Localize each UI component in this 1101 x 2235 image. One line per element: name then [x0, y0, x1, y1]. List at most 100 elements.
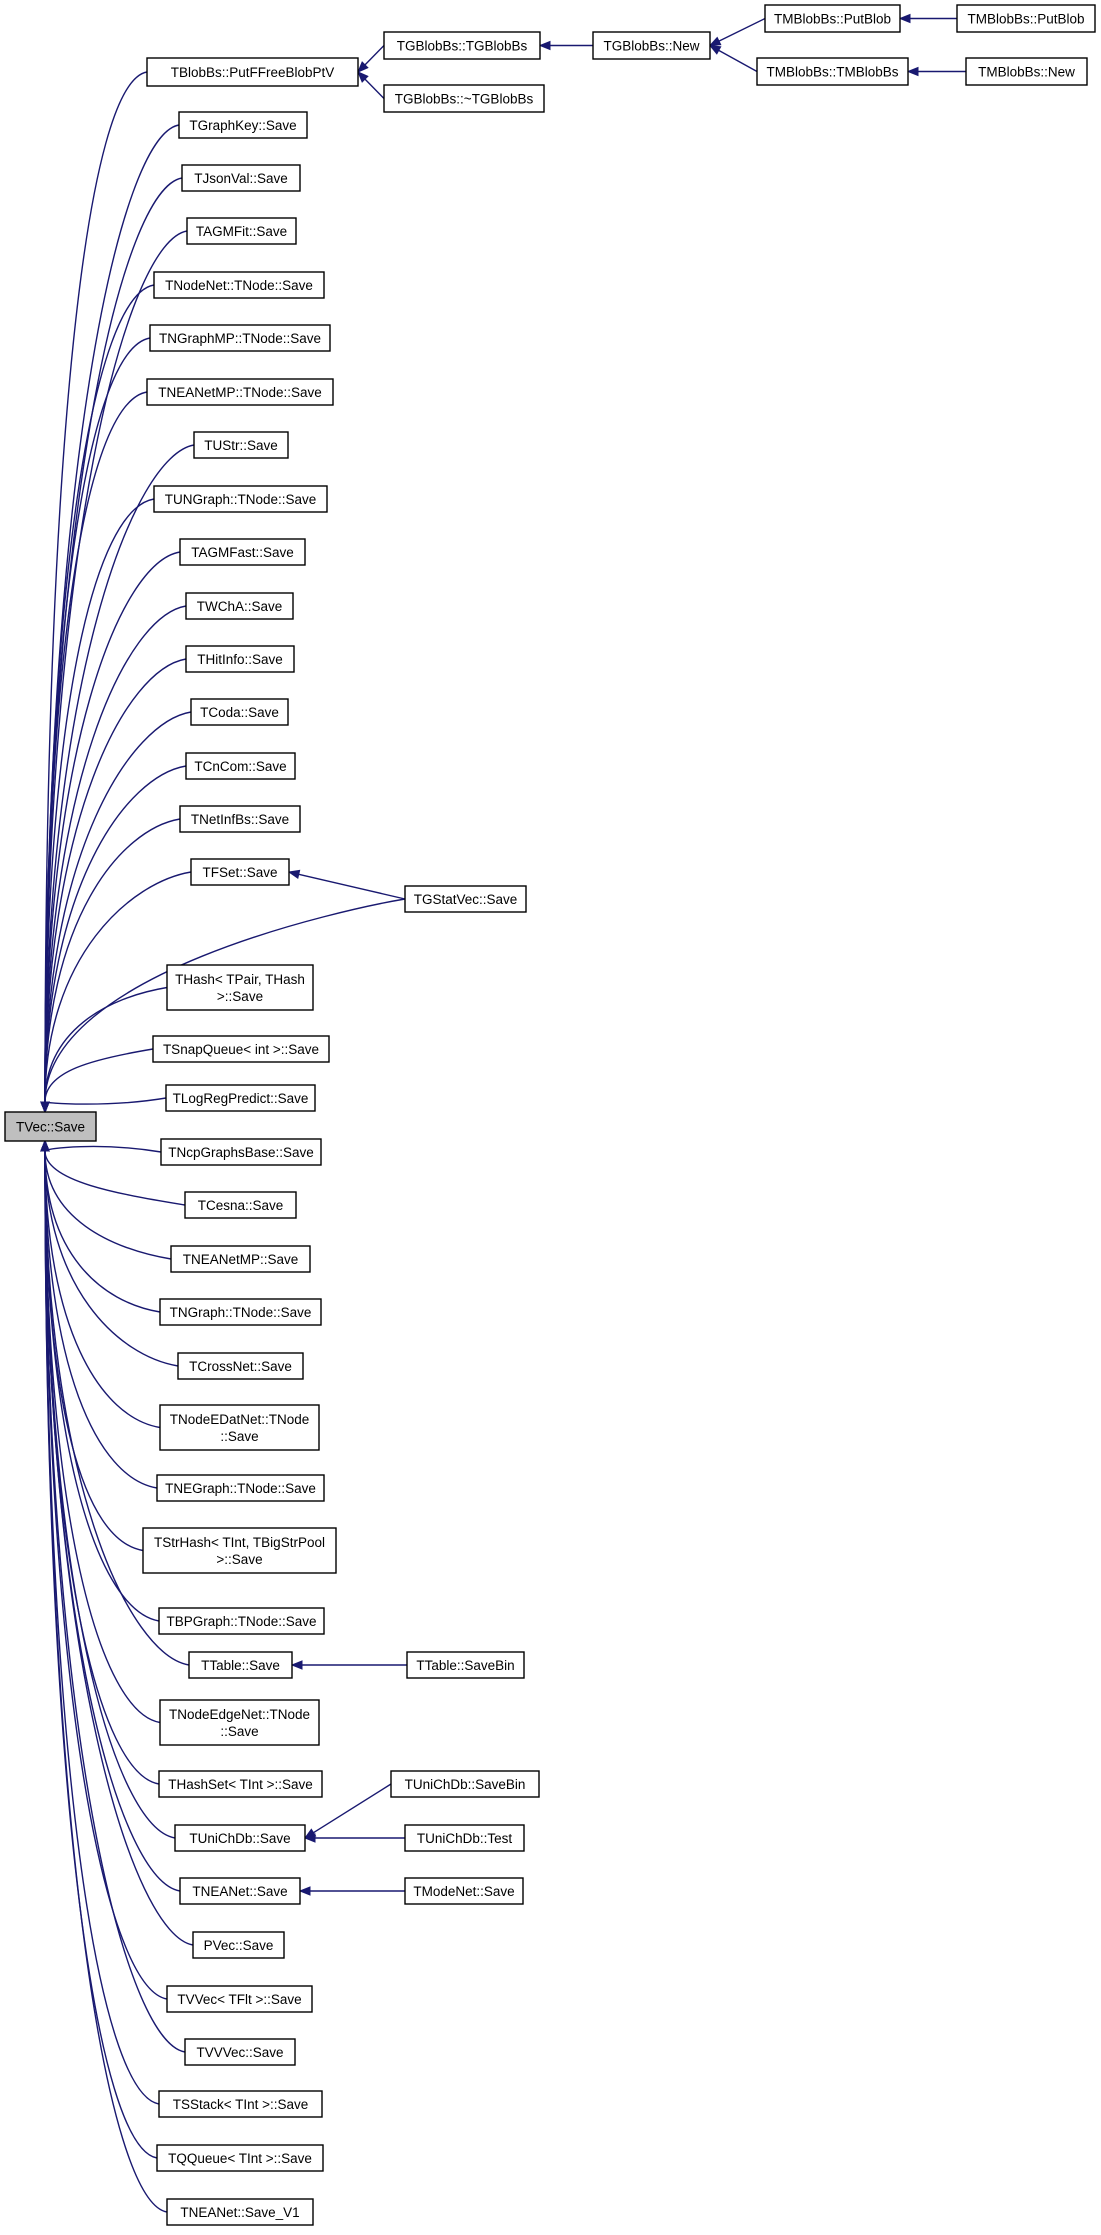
node-box[interactable] [152, 1035, 330, 1063]
node-box[interactable] [153, 271, 325, 299]
node-box[interactable] [158, 1607, 325, 1635]
node-tmblobbs-putblob[interactable]: TMBlobBs::PutBlob [764, 4, 901, 33]
node-box[interactable] [156, 2144, 324, 2172]
node-tmblobbs-new[interactable]: TMBlobBs::New [965, 57, 1088, 86]
node-box[interactable] [390, 1770, 540, 1798]
node-twcha-save[interactable]: TWChA::Save [185, 592, 294, 620]
node-thash-tpair-thash-save[interactable]: THash< TPair, THash>::Save [166, 964, 314, 1011]
node-box[interactable] [179, 805, 301, 833]
node-box[interactable] [184, 1191, 297, 1219]
node-tnodeedatnet-tnode-save[interactable]: TNodeEDatNet::TNode::Save [159, 1404, 320, 1451]
node-tagmfit-save[interactable]: TAGMFit::Save [186, 217, 297, 245]
node-thashset-tint-save[interactable]: THashSet< TInt >::Save [158, 1770, 323, 1798]
node-box[interactable] [174, 1824, 306, 1852]
node-box[interactable] [166, 964, 314, 1011]
node-box[interactable] [764, 4, 901, 33]
node-tngraph-tnode-save[interactable]: TNGraph::TNode::Save [159, 1298, 322, 1326]
node-tmodenet-save[interactable]: TModeNet::Save [404, 1877, 524, 1905]
node-box[interactable] [965, 57, 1088, 86]
node-tngraphmp-tnode-save[interactable]: TNGraphMP::TNode::Save [149, 324, 331, 352]
node-box[interactable] [158, 2090, 323, 2118]
node-box[interactable] [404, 885, 527, 913]
node-tgraphkey-save[interactable]: TGraphKey::Save [178, 111, 308, 139]
node-tsnapqueue-int-save[interactable]: TSnapQueue< int >::Save [152, 1035, 330, 1063]
node-tjsonval-save[interactable]: TJsonVal::Save [181, 164, 301, 192]
node-tungraph-tnode-save[interactable]: TUNGraph::TNode::Save [153, 485, 328, 513]
node-box[interactable] [190, 698, 289, 726]
node-tfset-save[interactable]: TFSet::Save [190, 858, 290, 886]
node-box[interactable] [146, 378, 334, 406]
node-box[interactable] [142, 1527, 337, 1574]
node-box[interactable] [179, 1877, 301, 1905]
node-box[interactable] [404, 1824, 525, 1852]
node-box[interactable] [192, 1931, 285, 1959]
node-box[interactable] [179, 538, 306, 566]
node-box[interactable] [159, 1699, 320, 1746]
node-box[interactable] [170, 1245, 311, 1273]
node-tneanet-save[interactable]: TNEANet::Save [179, 1877, 301, 1905]
node-box[interactable] [190, 858, 290, 886]
node-tagmfast-save[interactable]: TAGMFast::Save [179, 538, 306, 566]
node-box[interactable] [186, 217, 297, 245]
node-tunichdb-savebin[interactable]: TUniChDb::SaveBin [390, 1770, 540, 1798]
node-box[interactable] [178, 111, 308, 139]
node-box[interactable] [383, 84, 545, 113]
node-tnetinfbs-save[interactable]: TNetInfBs::Save [179, 805, 301, 833]
node-tvvvec-save[interactable]: TVVVec::Save [184, 2038, 296, 2066]
node-box[interactable] [188, 1651, 293, 1679]
node-box[interactable] [185, 592, 294, 620]
node-tgstatvec-save[interactable]: TGStatVec::Save [404, 885, 527, 913]
node-box[interactable] [177, 1352, 304, 1380]
node-tcrossnet-save[interactable]: TCrossNet::Save [177, 1352, 304, 1380]
node-tgblobbs-tgblobbs[interactable]: TGBlobBs::~TGBlobBs [383, 84, 545, 113]
node-box[interactable] [956, 4, 1096, 33]
node-box[interactable] [159, 1298, 322, 1326]
node-tunichdb-save[interactable]: TUniChDb::Save [174, 1824, 306, 1852]
node-box[interactable] [406, 1651, 525, 1679]
node-box[interactable] [184, 2038, 296, 2066]
node-box[interactable] [146, 57, 359, 87]
node-tlogregpredict-save[interactable]: TLogRegPredict::Save [165, 1084, 316, 1112]
node-box[interactable] [185, 752, 296, 780]
node-box[interactable] [383, 31, 541, 60]
node-tqqueue-tint-save[interactable]: TQQueue< TInt >::Save [156, 2144, 324, 2172]
node-tcesna-save[interactable]: TCesna::Save [184, 1191, 297, 1219]
node-box[interactable] [166, 2198, 314, 2226]
node-ttable-savebin[interactable]: TTable::SaveBin [406, 1651, 525, 1679]
node-tneanet-save-v1[interactable]: TNEANet::Save_V1 [166, 2198, 314, 2226]
node-tnodeedgenet-tnode-save[interactable]: TNodeEdgeNet::TNode::Save [159, 1699, 320, 1746]
node-box[interactable] [159, 1404, 320, 1451]
node-tneanetmp-save[interactable]: TNEANetMP::Save [170, 1245, 311, 1273]
node-box[interactable] [404, 1877, 524, 1905]
node-tbpgraph-tnode-save[interactable]: TBPGraph::TNode::Save [158, 1607, 325, 1635]
node-pvec-save[interactable]: PVec::Save [192, 1931, 285, 1959]
node-thitinfo-save[interactable]: THitInfo::Save [185, 645, 295, 673]
node-box[interactable] [149, 324, 331, 352]
node-box[interactable] [156, 1474, 325, 1502]
node-box[interactable] [185, 645, 295, 673]
node-tmblobbs-tmblobbs[interactable]: TMBlobBs::TMBlobBs [756, 57, 909, 86]
node-tunichdb-test[interactable]: TUniChDb::Test [404, 1824, 525, 1852]
node-tmblobbs-putblob[interactable]: TMBlobBs::PutBlob [956, 4, 1096, 33]
node-box[interactable] [592, 31, 711, 60]
node-tcncom-save[interactable]: TCnCom::Save [185, 752, 296, 780]
node-box[interactable] [165, 1084, 316, 1112]
node-box[interactable] [166, 1985, 313, 2013]
node-box[interactable] [756, 57, 909, 86]
node-box[interactable] [181, 164, 301, 192]
node-tstrhash-tint-tbigstrpool-save[interactable]: TStrHash< TInt, TBigStrPool>::Save [142, 1527, 337, 1574]
node-tneanetmp-tnode-save[interactable]: TNEANetMP::TNode::Save [146, 378, 334, 406]
node-tcoda-save[interactable]: TCoda::Save [190, 698, 289, 726]
node-tnodenet-tnode-save[interactable]: TNodeNet::TNode::Save [153, 271, 325, 299]
node-tblobbs-putffreeblobptv[interactable]: TBlobBs::PutFFreeBlobPtV [146, 57, 359, 87]
node-tvec-save[interactable]: TVec::Save [4, 1111, 97, 1142]
node-box[interactable] [4, 1111, 97, 1142]
node-tnegraph-tnode-save[interactable]: TNEGraph::TNode::Save [156, 1474, 325, 1502]
node-box[interactable] [193, 431, 289, 459]
node-box[interactable] [160, 1138, 322, 1166]
node-tustr-save[interactable]: TUStr::Save [193, 431, 289, 459]
node-tncpgraphsbase-save[interactable]: TNcpGraphsBase::Save [160, 1138, 322, 1166]
node-ttable-save[interactable]: TTable::Save [188, 1651, 293, 1679]
node-tvvec-tflt-save[interactable]: TVVec< TFlt >::Save [166, 1985, 313, 2013]
node-box[interactable] [153, 485, 328, 513]
